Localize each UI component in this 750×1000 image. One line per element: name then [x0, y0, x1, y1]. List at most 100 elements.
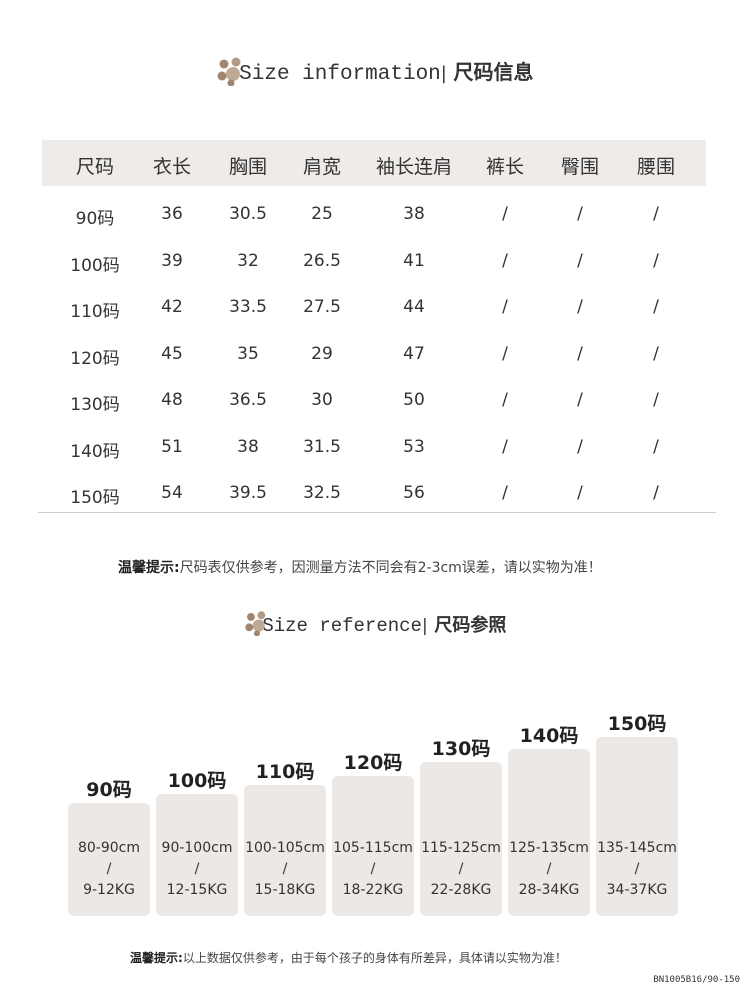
table-cell: 100码	[70, 255, 120, 276]
table-cell: 51	[161, 436, 183, 457]
size-card-sep: /	[194, 861, 200, 877]
table-cell: 42	[161, 297, 183, 317]
size-card-label: 110码	[255, 761, 315, 783]
table-cell: 54	[161, 483, 183, 503]
product-code: BN1005B16/90-150	[653, 975, 740, 985]
size-card	[68, 803, 150, 916]
paw-icon	[217, 57, 241, 86]
table-cell: 25	[311, 204, 333, 224]
divider	[38, 512, 716, 513]
table-cell: /	[502, 390, 508, 410]
table-header-band	[42, 140, 706, 186]
size-card-height: 135-145cm	[597, 840, 677, 856]
table-cell: /	[502, 204, 508, 224]
size-card-sep: /	[106, 861, 112, 877]
column-header: 尺码	[75, 156, 115, 178]
table-cell: 35	[237, 343, 259, 364]
column-header: 胸围	[228, 156, 268, 178]
column-header: 袖长连肩	[375, 156, 453, 178]
table-cell: 130码	[70, 395, 120, 415]
table-cell: 140码	[70, 441, 120, 462]
size-reference-title: Size reference| 尺码参照	[0, 611, 750, 638]
size-card-label: 140码	[519, 725, 579, 747]
table-cell: /	[577, 343, 583, 364]
table-cell: 150码	[70, 488, 120, 508]
size-card-weight: 9-12KG	[83, 882, 135, 898]
size-card-weight: 12-15KG	[166, 882, 228, 898]
size-card-label: 150码	[607, 713, 667, 735]
table-cell: 33.5	[229, 297, 267, 317]
paw-icon	[244, 611, 265, 636]
size-card-weight: 28-34KG	[518, 882, 580, 898]
table-cell: 30.5	[229, 204, 267, 224]
size-card	[508, 749, 590, 916]
note-reference: 温馨提示:以上数据仅供参考，由于每个孩子的身体有所差异，具体请以实物为准！	[130, 951, 567, 965]
table-cell: /	[653, 343, 659, 364]
table-cell: 32.5	[303, 483, 341, 503]
table-cell: 38	[403, 204, 425, 224]
table-cell: 50	[403, 390, 425, 410]
table-cell: 45	[161, 343, 183, 364]
table-cell: 44	[403, 297, 425, 317]
column-header: 腰围	[636, 156, 676, 178]
table-cell: 47	[403, 343, 425, 364]
size-card-label: 130码	[431, 738, 491, 760]
table-cell: 48	[161, 390, 183, 410]
table-cell: 36	[161, 204, 183, 224]
size-card-sep: /	[282, 861, 288, 877]
table-cell: /	[502, 297, 508, 317]
column-header: 衣长	[152, 156, 192, 178]
table-cell: /	[577, 483, 583, 503]
size-card-weight: 34-37KG	[606, 882, 668, 898]
table-cell: 56	[403, 483, 425, 503]
table-cell: 30	[311, 390, 333, 410]
size-information-title: Size information| 尺码信息	[0, 56, 750, 88]
size-card-sep: /	[458, 861, 464, 877]
table-cell: 38	[237, 436, 259, 457]
table-cell: /	[577, 204, 583, 224]
table-cell: /	[653, 297, 659, 317]
table-cell: /	[577, 390, 583, 410]
table-cell: 27.5	[303, 297, 341, 317]
column-header: 裤长	[485, 156, 525, 178]
table-cell: /	[577, 250, 583, 271]
table-cell: 120码	[70, 348, 120, 369]
size-card-sep: /	[634, 861, 640, 877]
size-card-height: 125-135cm	[509, 840, 589, 856]
column-header: 臀围	[560, 156, 600, 178]
size-card	[156, 794, 238, 916]
table-cell: /	[502, 343, 508, 364]
table-cell: /	[502, 436, 508, 457]
table-cell: /	[653, 204, 659, 224]
table-cell: /	[502, 483, 508, 503]
size-card-height: 100-105cm	[245, 840, 325, 856]
size-card-height: 105-115cm	[333, 840, 413, 856]
table-cell: 32	[237, 250, 259, 271]
table-cell: 53	[403, 436, 425, 457]
size-card-label: 90码	[86, 779, 132, 801]
size-card-weight: 18-22KG	[342, 882, 404, 898]
size-card-label: 120码	[343, 752, 403, 774]
table-cell: 90码	[75, 209, 115, 229]
table-cell: 41	[403, 250, 425, 271]
table-cell: /	[577, 297, 583, 317]
size-card-weight: 15-18KG	[254, 882, 316, 898]
table-cell: 39.5	[229, 483, 267, 503]
size-card	[420, 762, 502, 916]
table-cell: 39	[161, 250, 183, 271]
size-card-sep: /	[546, 861, 552, 877]
size-card	[332, 776, 414, 916]
size-card-height: 90-100cm	[161, 840, 233, 856]
size-card	[596, 737, 678, 916]
table-cell: 36.5	[229, 390, 267, 410]
table-cell: 110码	[70, 302, 120, 322]
table-cell: 29	[311, 343, 333, 364]
table-cell: /	[653, 250, 659, 271]
table-cell: /	[577, 436, 583, 457]
table-cell: /	[653, 390, 659, 410]
size-card-label: 100码	[167, 770, 227, 792]
table-cell: /	[653, 436, 659, 457]
size-card-weight: 22-28KG	[430, 882, 492, 898]
table-cell: 31.5	[303, 436, 341, 457]
